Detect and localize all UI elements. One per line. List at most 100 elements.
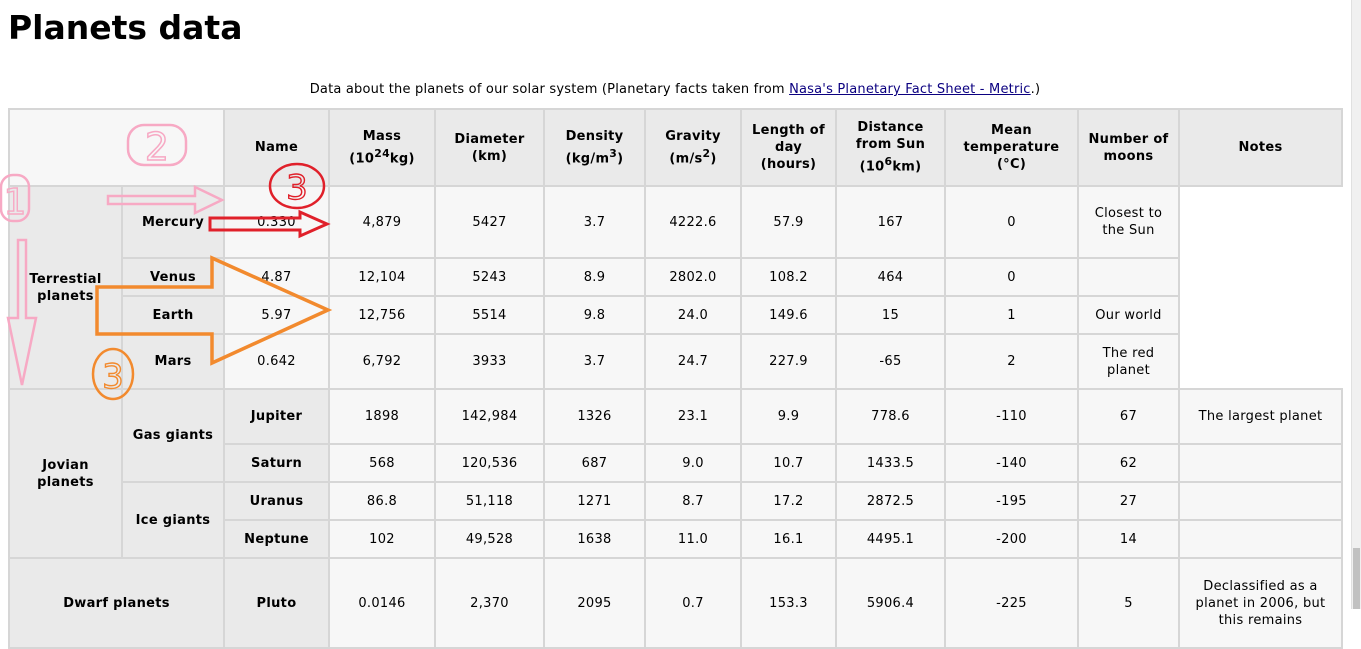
empty-cell — [1179, 296, 1342, 334]
cell: 5.97 — [223, 295, 330, 335]
cell: -110 — [944, 388, 1079, 445]
cell: 1433.5 — [835, 443, 946, 483]
cell: 24.0 — [644, 295, 742, 335]
col-diameter-label: Diameter — [454, 131, 525, 147]
cell: 687 — [543, 443, 646, 483]
row-header: Mars — [121, 333, 225, 390]
table-row: Saturn 568 120,536 687 9.0 10.7 1433.5 -… — [9, 443, 1355, 483]
cell: -225 — [944, 557, 1079, 649]
col-name: Name — [223, 108, 330, 187]
cell: 5906.4 — [835, 557, 946, 649]
cell: 3.7 — [543, 333, 646, 390]
cell: 1 — [944, 295, 1079, 335]
cell: 149.6 — [740, 295, 837, 335]
scrollbar-thumb[interactable] — [1353, 548, 1360, 609]
col-gravity-label: Gravity — [665, 128, 721, 144]
col-density: Density (kg/m3) — [543, 108, 646, 187]
col-distance-label: Distance from Sun — [855, 120, 926, 153]
cell: 14 — [1077, 519, 1180, 559]
cell: 57.9 — [740, 185, 837, 259]
table-row: Earth 5.97 12,756 5514 9.8 24.0 149.6 15… — [9, 295, 1355, 335]
empty-cell — [1179, 186, 1342, 258]
cell: The red planet — [1077, 333, 1180, 390]
cell: 12,104 — [328, 257, 436, 297]
cell: 8.9 — [543, 257, 646, 297]
cell — [1178, 519, 1343, 559]
caption-end: .) — [1030, 82, 1041, 97]
group-terrestrial: Terrestial planets — [8, 185, 123, 390]
col-density-unit-a: (kg/m — [565, 151, 610, 167]
table-row: Dwarf planets Pluto 0.0146 2,370 2095 0.… — [8, 557, 1355, 649]
cell: The largest planet — [1178, 388, 1343, 445]
cell: 9.0 — [644, 443, 742, 483]
cell: -195 — [944, 481, 1079, 521]
cell: 17.2 — [740, 481, 837, 521]
col-notes: Notes — [1178, 108, 1343, 187]
col-day-length: Length of day (hours) — [740, 108, 837, 187]
cell: 5 — [1077, 557, 1180, 649]
cell: 1898 — [328, 388, 436, 445]
cell: -200 — [944, 519, 1079, 559]
col-distance: Distance from Sun (106km) — [835, 108, 946, 187]
cell: 778.6 — [835, 388, 946, 445]
group-ice-giants: Ice giants — [121, 481, 225, 559]
col-gravity-unit-b: ) — [710, 151, 717, 167]
col-mass-unit-b: kg) — [389, 151, 415, 167]
cell: 5514 — [434, 295, 545, 335]
group-gas-giants: Gas giants — [121, 388, 225, 483]
col-temperature: Mean temperature (°C) — [944, 108, 1079, 187]
empty-cell — [1179, 334, 1342, 389]
table-row: Mars 0.642 6,792 3933 3.7 24.7 227.9 -65… — [9, 333, 1355, 390]
cell: -140 — [944, 443, 1079, 483]
row-header: Neptune — [223, 519, 330, 559]
caption-text: Data about the planets of our solar syst… — [309, 82, 790, 97]
cell: 108.2 — [740, 257, 837, 297]
table-row: Terrestial planets Mercury 0.330 4,879 5… — [8, 185, 1355, 390]
col-density-unit-b: ) — [617, 151, 624, 167]
col-mass-unit-a: (10 — [349, 151, 375, 167]
header-row: Name Mass (1024kg) Diameter (km) Density (k… — [8, 108, 1355, 187]
row-header: Venus — [121, 257, 225, 297]
col-diameter-unit: (km) — [471, 148, 508, 164]
table-row: Neptune 102 49,528 1638 11.0 16.1 4495.1… — [9, 519, 1355, 559]
fact-sheet-link[interactable]: Nasa's Planetary Fact Sheet - Metric — [789, 82, 1031, 97]
row-header: Jupiter — [223, 388, 330, 445]
cell: -65 — [835, 333, 946, 390]
cell: 4,879 — [328, 185, 436, 259]
cell: 3.7 — [543, 185, 646, 259]
table-row: Venus 4.87 12,104 5243 8.9 2802.0 108.2 … — [9, 257, 1355, 297]
col-mass-label: Mass — [362, 128, 402, 144]
row-header: Saturn — [223, 443, 330, 483]
cell: 0.330 — [223, 185, 330, 259]
cell: 1638 — [543, 519, 646, 559]
cell: 49,528 — [434, 519, 545, 559]
cell: 15 — [835, 295, 946, 335]
planets-table: Name Mass (1024kg) Diameter (km) Density (k… — [8, 108, 1356, 649]
group-jovian: Jovian planets — [8, 388, 123, 559]
col-distance-unit-b: km) — [892, 159, 922, 175]
page-scrollbar[interactable] — [1351, 0, 1361, 609]
col-moons: Number of moons — [1077, 108, 1180, 187]
cell: 1271 — [543, 481, 646, 521]
empty-cell — [1179, 258, 1342, 296]
col-gravity-unit-a: (m/s — [669, 151, 703, 167]
cell — [1178, 443, 1343, 483]
cell: 67 — [1077, 388, 1180, 445]
col-distance-unit-sup: 6 — [884, 155, 893, 169]
cell: 86.8 — [328, 481, 436, 521]
corner-cell — [8, 108, 225, 187]
cell: 0.642 — [223, 333, 330, 390]
cell: 2802.0 — [644, 257, 742, 297]
col-mass-unit-sup: 24 — [374, 146, 390, 160]
cell: 568 — [328, 443, 436, 483]
cell: 62 — [1077, 443, 1180, 483]
cell: 4.87 — [223, 257, 330, 297]
cell: 16.1 — [740, 519, 837, 559]
col-gravity-unit-sup: 2 — [702, 146, 711, 160]
cell: 0.7 — [644, 557, 742, 649]
cell: 5243 — [434, 257, 545, 297]
cell: 23.1 — [644, 388, 742, 445]
cell: 102 — [328, 519, 436, 559]
cell: 11.0 — [644, 519, 742, 559]
cell: 8.7 — [644, 481, 742, 521]
